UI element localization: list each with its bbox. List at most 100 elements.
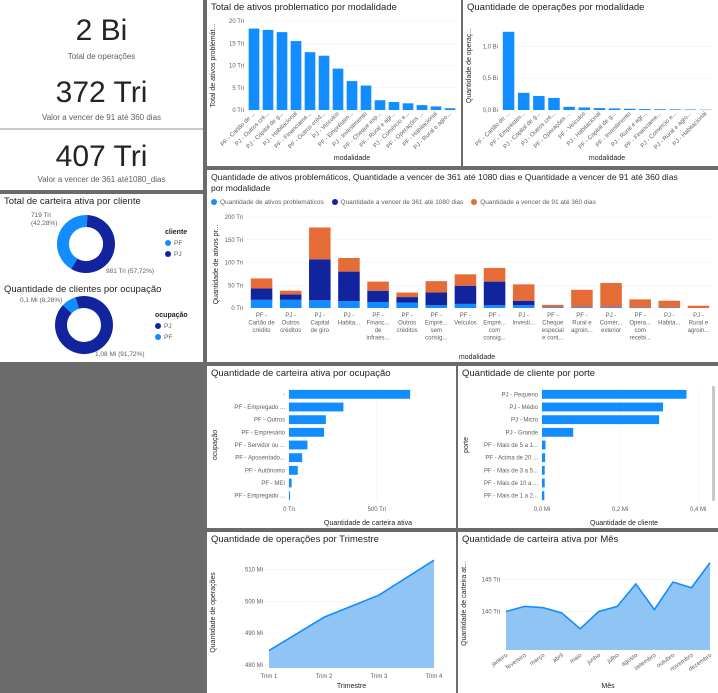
- bar-segment: [250, 278, 273, 289]
- bar-segment: [425, 281, 448, 293]
- bar-segment: [483, 305, 506, 308]
- y-tick-label: 10 Tri: [229, 64, 244, 70]
- y-axis-title: porte: [463, 437, 470, 453]
- y-tick-label: 510 Mi: [245, 568, 263, 574]
- bar: [276, 32, 288, 110]
- bar-segment: [309, 227, 331, 260]
- bar-segment: [483, 267, 506, 282]
- donut1-legend: cliente PF PJ: [165, 227, 187, 260]
- bar: [416, 105, 428, 110]
- donut-slice: [57, 215, 88, 269]
- bar: [332, 68, 344, 110]
- donut-slice: [71, 215, 115, 273]
- bar-segment: [338, 301, 360, 308]
- bar-segment: [483, 281, 506, 306]
- y-tick-label: 140 Tri: [482, 610, 500, 616]
- scrollbar[interactable]: [712, 386, 715, 501]
- y-axis-title: Quantidade de operaç...: [466, 28, 473, 103]
- y-tick-label: 145 Tri: [482, 577, 500, 583]
- bar: [593, 108, 606, 110]
- bar: [430, 106, 442, 110]
- donut2-legend: ocupação PJ PF: [155, 310, 188, 343]
- y-tick-label: 1,0 Bi: [483, 44, 498, 50]
- legend-item-pj[interactable]: PJ: [155, 321, 188, 332]
- stacked-panel-modalidade[interactable]: Quantidade de ativos problemáticos, Quan…: [207, 170, 718, 362]
- y-tick-label: PF - Acima de 20 ...: [485, 456, 538, 462]
- hbar-panel-ocupacao[interactable]: Quantidade de carteira ativa por ocupaçã…: [207, 366, 456, 528]
- y-axis-title: Quantidade de carteira at...: [461, 561, 468, 646]
- hbar-panel-porte[interactable]: Quantidade de cliente por porte 0,0 Mi 0,…: [458, 366, 718, 528]
- y-tick-label: PF - Autônomo: [245, 468, 286, 474]
- legend-item[interactable]: Quantidade a vencer de 91 até 360 dias: [471, 199, 596, 206]
- bar-segment: [279, 294, 302, 300]
- bar-segment: [542, 304, 564, 308]
- legend-item[interactable]: Quantidade de ativos problemáticos: [211, 199, 324, 206]
- y-tick-label: 150 Tri: [225, 238, 243, 244]
- y-tick-label: 20 Tri: [229, 19, 244, 25]
- legend-item-pj[interactable]: PJ: [165, 249, 187, 260]
- y-tick-label: 50 Tri: [228, 283, 243, 289]
- donut2-label-small: 0,1 Mi (8,28%): [20, 297, 63, 304]
- kpi-card-operacoes[interactable]: 2 Bi Total de operações: [0, 0, 203, 68]
- bar-segment: [396, 292, 418, 298]
- legend-item[interactable]: Quantidade a vencer de 361 até 1080 dias: [331, 199, 463, 206]
- bar-segment: [687, 305, 710, 308]
- x-tick-label: PJ -Comér... exterior: [600, 313, 623, 334]
- y-tick-label: PF - Mais de 3 a 5...: [484, 468, 538, 474]
- legend-item-pf[interactable]: PF: [155, 332, 188, 343]
- area-panel-trimestre[interactable]: Quantidade de operações por Trimestre 48…: [207, 532, 456, 693]
- area-panel-mes[interactable]: Quantidade de carteira ativa por Mês 140…: [458, 532, 718, 693]
- bar: [669, 109, 681, 110]
- x-tick-label: 0 Tri: [283, 507, 295, 513]
- chart-title: Total de ativos problematico por modalid…: [211, 2, 397, 13]
- donut-panel-cliente[interactable]: Total de carteira ativa por cliente 719 …: [0, 194, 203, 362]
- x-axis-title: Mês: [601, 683, 615, 690]
- hbar-chart-ocupacao: 0 Tri 500 Tri - PF - Empregado ... PF - Outr…: [212, 388, 412, 527]
- kpi-card-361-1080[interactable]: 407 Tri Valor a vencer de 361 até1080_di…: [0, 130, 203, 190]
- bar: [262, 29, 274, 110]
- bar-segment: [542, 307, 564, 308]
- chart-title: Quantidade de operações por modalidade: [467, 2, 645, 13]
- bar: [542, 389, 687, 399]
- bar: [542, 440, 546, 450]
- y-tick-label: 500 Mi: [245, 599, 263, 605]
- x-tick-label: fevereiro: [505, 652, 528, 671]
- bar-segment: [250, 288, 273, 300]
- y-axis-title: Quantidade de ativos pr...: [213, 225, 220, 305]
- bar: [639, 109, 651, 110]
- bar-panel-operacoes-modalidade[interactable]: Quantidade de operações por modalidade 0…: [463, 0, 718, 166]
- bar: [542, 465, 545, 475]
- donut1-label-small: 719 Tri (42,28%): [31, 212, 58, 227]
- y-tick-label: 200 Tri: [225, 215, 243, 221]
- x-tick-label: Trim 4: [426, 674, 443, 680]
- x-tick-label: PJ -Capital de giro: [310, 313, 329, 334]
- kpi-card-91-360[interactable]: 372 Tri Valor a vencer de 91 até 360 dia…: [0, 68, 203, 130]
- bar-segment: [425, 305, 448, 308]
- bar: [542, 415, 660, 425]
- bar: [533, 96, 545, 110]
- bar-segment: [512, 300, 535, 306]
- kpi-value: 407 Tri: [55, 140, 148, 173]
- bar: [548, 97, 560, 110]
- donut-slice: [55, 296, 113, 354]
- y-tick-label: 15 Tri: [229, 41, 244, 47]
- bar: [578, 107, 591, 110]
- kpi-label: Valor a vencer de 361 até1080_dias: [37, 175, 166, 184]
- legend-item-pf[interactable]: PF: [165, 238, 187, 249]
- y-tick-label: 490 Mi: [245, 631, 263, 637]
- bar-panel-ativos-problematicos[interactable]: Total de ativos problematico por modalid…: [207, 0, 461, 166]
- chart-title-line2: por modalidade: [211, 183, 271, 193]
- bar: [374, 100, 386, 110]
- bar: [444, 108, 456, 110]
- y-tick-label: PJ - Grande: [506, 430, 539, 436]
- kpi-label: Total de operações: [67, 52, 136, 61]
- y-tick-label: PF - Empresário: [241, 430, 285, 436]
- bar: [289, 389, 411, 399]
- bar-segment: [338, 257, 360, 272]
- y-tick-label: 0 Tri: [232, 108, 244, 114]
- bar: [290, 41, 302, 110]
- donut-slice: [62, 297, 80, 314]
- bar: [623, 108, 636, 110]
- bar-segment: [512, 284, 535, 301]
- y-axis-title: Total de ativos problemát...: [210, 24, 217, 108]
